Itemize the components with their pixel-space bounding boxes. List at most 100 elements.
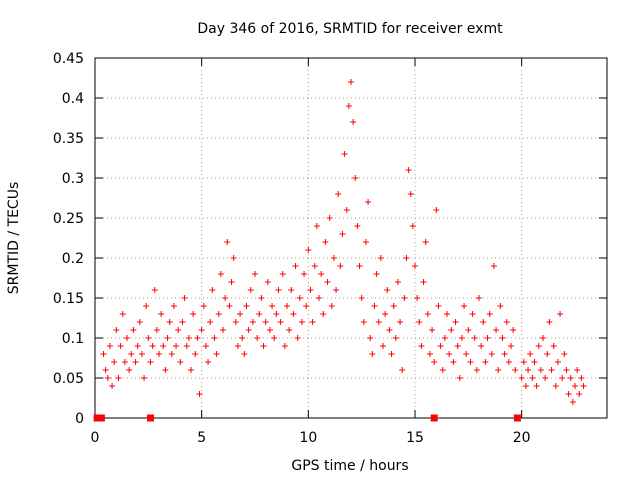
data-point — [401, 295, 408, 301]
plot-frame — [94, 57, 608, 419]
data-point — [478, 343, 485, 349]
data-point — [111, 359, 118, 365]
data-point — [529, 375, 536, 381]
data-point — [220, 327, 226, 333]
data-point — [426, 351, 433, 357]
data-point — [320, 311, 327, 317]
data-points — [93, 79, 587, 422]
data-point — [183, 343, 190, 349]
data-point — [444, 311, 450, 317]
data-point — [348, 79, 354, 85]
data-point — [520, 359, 527, 365]
data-point — [147, 359, 154, 365]
data-point — [305, 247, 312, 253]
data-point — [409, 223, 416, 229]
data-point — [458, 335, 465, 341]
data-point — [476, 295, 482, 301]
zero-data-point — [146, 414, 154, 422]
data-point — [405, 167, 412, 173]
data-point — [414, 295, 421, 301]
y-tick-label: 0.25 — [53, 211, 84, 227]
data-point — [175, 327, 182, 333]
data-point — [446, 351, 453, 357]
data-point — [237, 311, 244, 317]
data-point — [437, 343, 444, 349]
data-point — [495, 367, 502, 373]
data-point — [412, 263, 418, 269]
data-point — [207, 319, 214, 325]
data-point — [328, 303, 335, 309]
data-point — [316, 295, 322, 301]
data-point — [416, 319, 423, 325]
data-point — [552, 383, 559, 389]
data-point — [518, 375, 525, 381]
data-point — [399, 367, 406, 373]
data-point — [143, 303, 150, 309]
data-point — [373, 271, 380, 277]
data-point — [525, 367, 532, 373]
data-point — [247, 287, 254, 293]
data-point — [322, 239, 329, 245]
data-point — [190, 311, 197, 317]
axis-layer — [94, 57, 608, 419]
data-point — [256, 311, 263, 317]
data-point — [318, 271, 325, 277]
data-point — [380, 343, 386, 349]
data-point — [394, 279, 401, 285]
y-tick-label: 0.1 — [62, 331, 84, 347]
data-point — [211, 335, 218, 341]
data-point — [279, 271, 286, 277]
data-point — [185, 335, 192, 341]
data-point — [307, 287, 314, 293]
data-point — [104, 375, 111, 381]
data-point — [258, 295, 265, 301]
data-point — [324, 279, 331, 285]
data-point — [422, 239, 429, 245]
data-point — [202, 343, 209, 349]
data-point — [473, 367, 480, 373]
data-point — [224, 239, 231, 245]
x-tick-label: 20 — [513, 430, 531, 446]
data-point — [358, 295, 365, 301]
data-point — [429, 327, 436, 333]
data-point — [301, 271, 308, 277]
data-point — [392, 335, 399, 341]
data-point — [156, 351, 162, 357]
data-point — [128, 351, 135, 357]
data-point — [433, 207, 440, 213]
data-point — [450, 359, 457, 365]
data-point — [145, 335, 152, 341]
data-point — [230, 255, 237, 261]
x-tick-label: 10 — [299, 430, 317, 446]
data-point — [461, 303, 468, 309]
data-point — [467, 359, 474, 365]
data-point — [313, 223, 320, 229]
data-point — [134, 343, 141, 349]
y-axis-label: SRMTID / TECUs — [6, 182, 22, 295]
data-point — [132, 359, 139, 365]
data-point — [377, 255, 384, 261]
y-tick-label: 0.15 — [53, 291, 84, 307]
data-point — [465, 327, 472, 333]
data-point — [209, 287, 216, 293]
data-point — [273, 311, 280, 317]
data-point — [576, 391, 583, 397]
data-point — [542, 375, 549, 381]
y-tick-label: 0.05 — [53, 371, 84, 387]
data-point — [106, 343, 113, 349]
data-point — [345, 103, 352, 109]
data-point — [326, 215, 333, 221]
data-point — [117, 343, 124, 349]
data-point — [153, 327, 160, 333]
data-point — [243, 303, 250, 309]
data-point — [424, 311, 431, 317]
data-point — [254, 335, 261, 341]
data-point — [141, 375, 148, 381]
data-point — [499, 335, 506, 341]
data-point — [435, 303, 442, 309]
data-point — [369, 351, 376, 357]
data-point — [482, 359, 489, 365]
data-point — [548, 367, 555, 373]
data-point — [362, 239, 369, 245]
data-point — [217, 271, 224, 277]
